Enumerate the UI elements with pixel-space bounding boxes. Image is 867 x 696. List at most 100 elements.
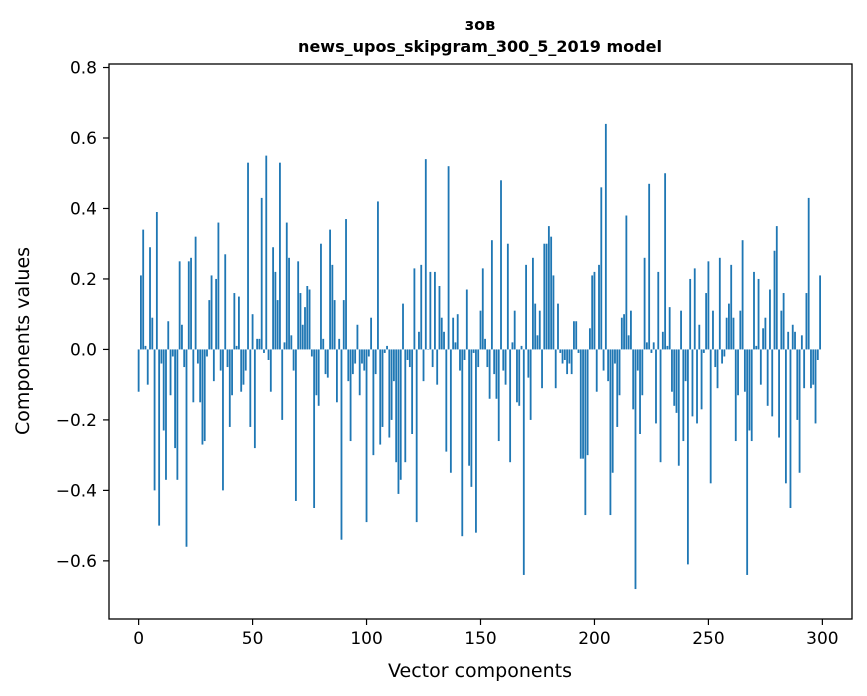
bar (253, 349, 256, 449)
bar (315, 349, 318, 396)
bar (545, 243, 548, 350)
bar (194, 236, 197, 350)
bar (397, 349, 400, 494)
bar (472, 349, 475, 353)
bar (358, 349, 361, 396)
bar (766, 349, 769, 406)
bar (671, 349, 673, 392)
bar (684, 349, 687, 382)
bar (584, 349, 587, 516)
bar (780, 310, 783, 350)
bar (641, 349, 644, 396)
bar (434, 271, 436, 350)
bar (242, 349, 245, 385)
bar (140, 275, 142, 350)
bar (803, 349, 806, 389)
bar (208, 300, 211, 350)
bar (436, 349, 439, 385)
x-tick-label: 200 (578, 629, 610, 649)
y-axis-label: Components values (12, 247, 34, 435)
bar (755, 345, 758, 350)
bar (705, 293, 708, 350)
bar (190, 257, 192, 350)
bar (265, 155, 268, 350)
bar (279, 162, 281, 350)
bar (386, 345, 388, 350)
bar (541, 349, 543, 389)
bar (764, 317, 767, 350)
bar (443, 331, 445, 350)
bar (402, 303, 404, 350)
bar (206, 349, 208, 357)
bar (725, 317, 728, 350)
bar (420, 264, 423, 350)
bar (383, 349, 386, 353)
bar (682, 349, 685, 442)
bar (557, 303, 559, 350)
bar (561, 349, 564, 364)
bar (438, 286, 441, 350)
bar (356, 324, 359, 350)
bar (547, 226, 550, 350)
bar (657, 271, 660, 350)
x-tick-label: 300 (806, 629, 838, 649)
bar (203, 349, 206, 442)
bar (625, 215, 628, 350)
bar (723, 349, 726, 357)
bar (274, 271, 277, 350)
bar (290, 335, 293, 350)
bar (404, 349, 407, 463)
bar (452, 317, 455, 350)
bar (281, 349, 284, 420)
bar (463, 349, 466, 360)
bar (816, 349, 819, 360)
bar (238, 296, 240, 350)
bar (151, 317, 154, 350)
bar (269, 349, 272, 392)
bar (582, 349, 584, 459)
bar (600, 187, 603, 350)
bar (791, 324, 794, 350)
bar (762, 328, 765, 350)
y-tick-label: 0.4 (70, 199, 97, 219)
bar (162, 349, 165, 431)
bar (340, 349, 343, 540)
y-axis: −0.6 −0.4 −0.2 0.0 0.2 0.4 0.6 0.8 (56, 59, 109, 572)
bar (479, 310, 482, 350)
bar (819, 275, 821, 350)
bar (718, 257, 721, 350)
bar (276, 300, 279, 350)
bar (272, 247, 275, 350)
bars-group (137, 123, 821, 590)
bar (673, 349, 676, 406)
bar (222, 349, 224, 491)
bar (181, 324, 183, 350)
bar (518, 349, 521, 406)
bar (652, 342, 655, 350)
bar (310, 349, 313, 357)
bar (338, 338, 341, 350)
bar (655, 349, 657, 424)
bar (741, 240, 744, 350)
bar (748, 349, 751, 431)
bar (700, 349, 703, 410)
bar (336, 349, 338, 403)
bar (347, 349, 350, 382)
bar (759, 349, 762, 385)
bar (509, 349, 512, 463)
bar (415, 349, 418, 523)
bar (160, 349, 163, 364)
bar (568, 349, 571, 364)
bar (693, 268, 696, 350)
bar (169, 349, 172, 396)
bar (730, 264, 733, 350)
bar (486, 349, 489, 368)
bar (333, 300, 336, 350)
bar (591, 275, 594, 350)
y-tick-label: 0.0 (70, 340, 97, 360)
bar (516, 349, 518, 403)
bar (614, 349, 616, 364)
bar (263, 349, 265, 353)
bar (201, 349, 204, 445)
bar (468, 349, 471, 466)
